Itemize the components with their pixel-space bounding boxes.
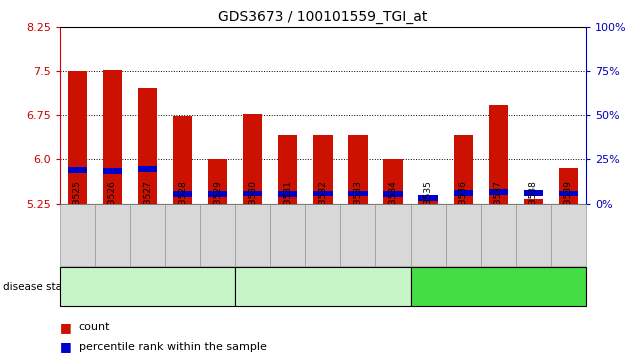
Bar	[524, 199, 543, 204]
Text: GSM493535: GSM493535	[423, 179, 433, 234]
Bar	[559, 190, 578, 196]
Bar	[103, 168, 122, 174]
Text: hypotension: hypotension	[285, 280, 361, 293]
Text: percentile rank within the sample: percentile rank within the sample	[79, 342, 266, 352]
Bar	[68, 167, 87, 173]
Bar	[489, 189, 508, 195]
Text: GSM493530: GSM493530	[248, 179, 257, 234]
Bar	[103, 70, 122, 204]
Bar	[559, 168, 578, 204]
Bar	[348, 190, 367, 196]
Bar	[138, 88, 157, 204]
Bar	[208, 191, 227, 197]
Text: GSM493528: GSM493528	[178, 180, 187, 234]
Text: GSM493527: GSM493527	[143, 180, 152, 234]
Bar	[489, 105, 508, 204]
Bar	[313, 190, 333, 196]
Bar	[243, 190, 262, 196]
Bar	[243, 114, 262, 204]
Bar	[454, 135, 472, 204]
Bar	[454, 190, 472, 196]
Bar	[418, 199, 438, 204]
Text: ■: ■	[60, 341, 72, 353]
Bar	[278, 135, 297, 204]
Bar	[524, 190, 543, 196]
Text: GSM493538: GSM493538	[529, 179, 538, 234]
Text: normotension: normotension	[455, 280, 541, 293]
Bar	[418, 195, 438, 201]
Bar	[384, 191, 403, 197]
Title: GDS3673 / 100101559_TGI_at: GDS3673 / 100101559_TGI_at	[218, 10, 428, 24]
Text: GSM493529: GSM493529	[213, 180, 222, 234]
Bar	[208, 159, 227, 204]
Bar	[138, 166, 157, 172]
Text: hypertension: hypertension	[106, 280, 188, 293]
Bar	[173, 116, 192, 204]
Bar	[278, 191, 297, 197]
Text: GSM493531: GSM493531	[284, 179, 292, 234]
Bar	[68, 72, 87, 204]
Text: ■: ■	[60, 321, 72, 334]
Bar	[384, 159, 403, 204]
Text: GSM493539: GSM493539	[564, 179, 573, 234]
Text: GSM493536: GSM493536	[459, 179, 467, 234]
Text: GSM493525: GSM493525	[73, 180, 82, 234]
Text: GSM493532: GSM493532	[318, 180, 328, 234]
Bar	[348, 135, 367, 204]
Bar	[313, 135, 333, 204]
Bar	[173, 191, 192, 197]
Text: GSM493533: GSM493533	[353, 179, 362, 234]
Text: GSM493526: GSM493526	[108, 180, 117, 234]
Text: GSM493537: GSM493537	[494, 179, 503, 234]
Text: disease state ▶: disease state ▶	[3, 282, 84, 292]
Text: count: count	[79, 322, 110, 332]
Text: GSM493534: GSM493534	[389, 180, 398, 234]
